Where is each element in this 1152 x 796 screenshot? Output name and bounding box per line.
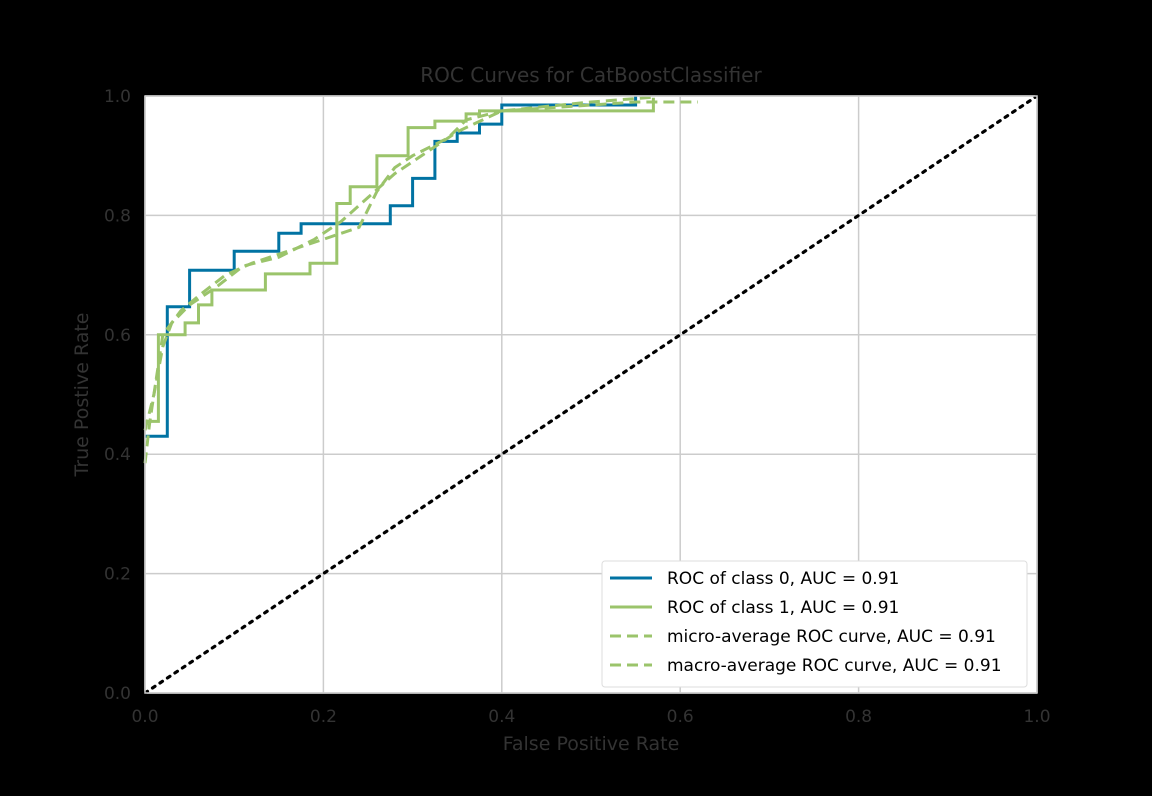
y-tick-label: 0.6 <box>104 326 131 346</box>
legend-box <box>601 560 1028 688</box>
series-line-0 <box>145 96 638 438</box>
legend-label: ROC of class 1, AUC = 0.91 <box>667 598 899 618</box>
series-layer <box>143 94 1039 695</box>
y-axis-label: True Postive Rate <box>71 313 93 478</box>
y-tick-label: 0.2 <box>104 565 131 585</box>
x-tick-label: 1.0 <box>1023 707 1050 727</box>
x-tick-label: 0.0 <box>131 707 158 727</box>
y-tick-label: 0.4 <box>104 445 131 465</box>
legend-label: macro-average ROC curve, AUC = 0.91 <box>667 656 1002 676</box>
x-tick-label: 0.4 <box>488 707 515 727</box>
legend-label: ROC of class 0, AUC = 0.91 <box>667 569 899 589</box>
plot-frame <box>144 95 1038 694</box>
x-tick-label: 0.2 <box>310 707 337 727</box>
series-line-3 <box>143 95 654 431</box>
x-tick-label: 0.6 <box>667 707 694 727</box>
chart-title: ROC Curves for CatBoostClassifier <box>420 63 762 87</box>
legend: ROC of class 0, AUC = 0.91 ROC of class 1… <box>601 560 1028 688</box>
y-tick-label: 0.0 <box>104 684 131 704</box>
y-tick-label: 0.8 <box>104 206 131 226</box>
legend-label: micro-average ROC curve, AUC = 0.91 <box>667 627 996 647</box>
tick-labels: 0.0 0.2 0.4 0.6 0.8 1.0 0.0 0.2 0.4 0.6 0.8 1.0 <box>104 87 1051 727</box>
x-axis-label: False Positive Rate <box>503 733 680 755</box>
y-tick-label: 1.0 <box>104 87 131 107</box>
x-tick-label: 0.8 <box>845 707 872 727</box>
chance-diagonal-line <box>143 94 1039 695</box>
